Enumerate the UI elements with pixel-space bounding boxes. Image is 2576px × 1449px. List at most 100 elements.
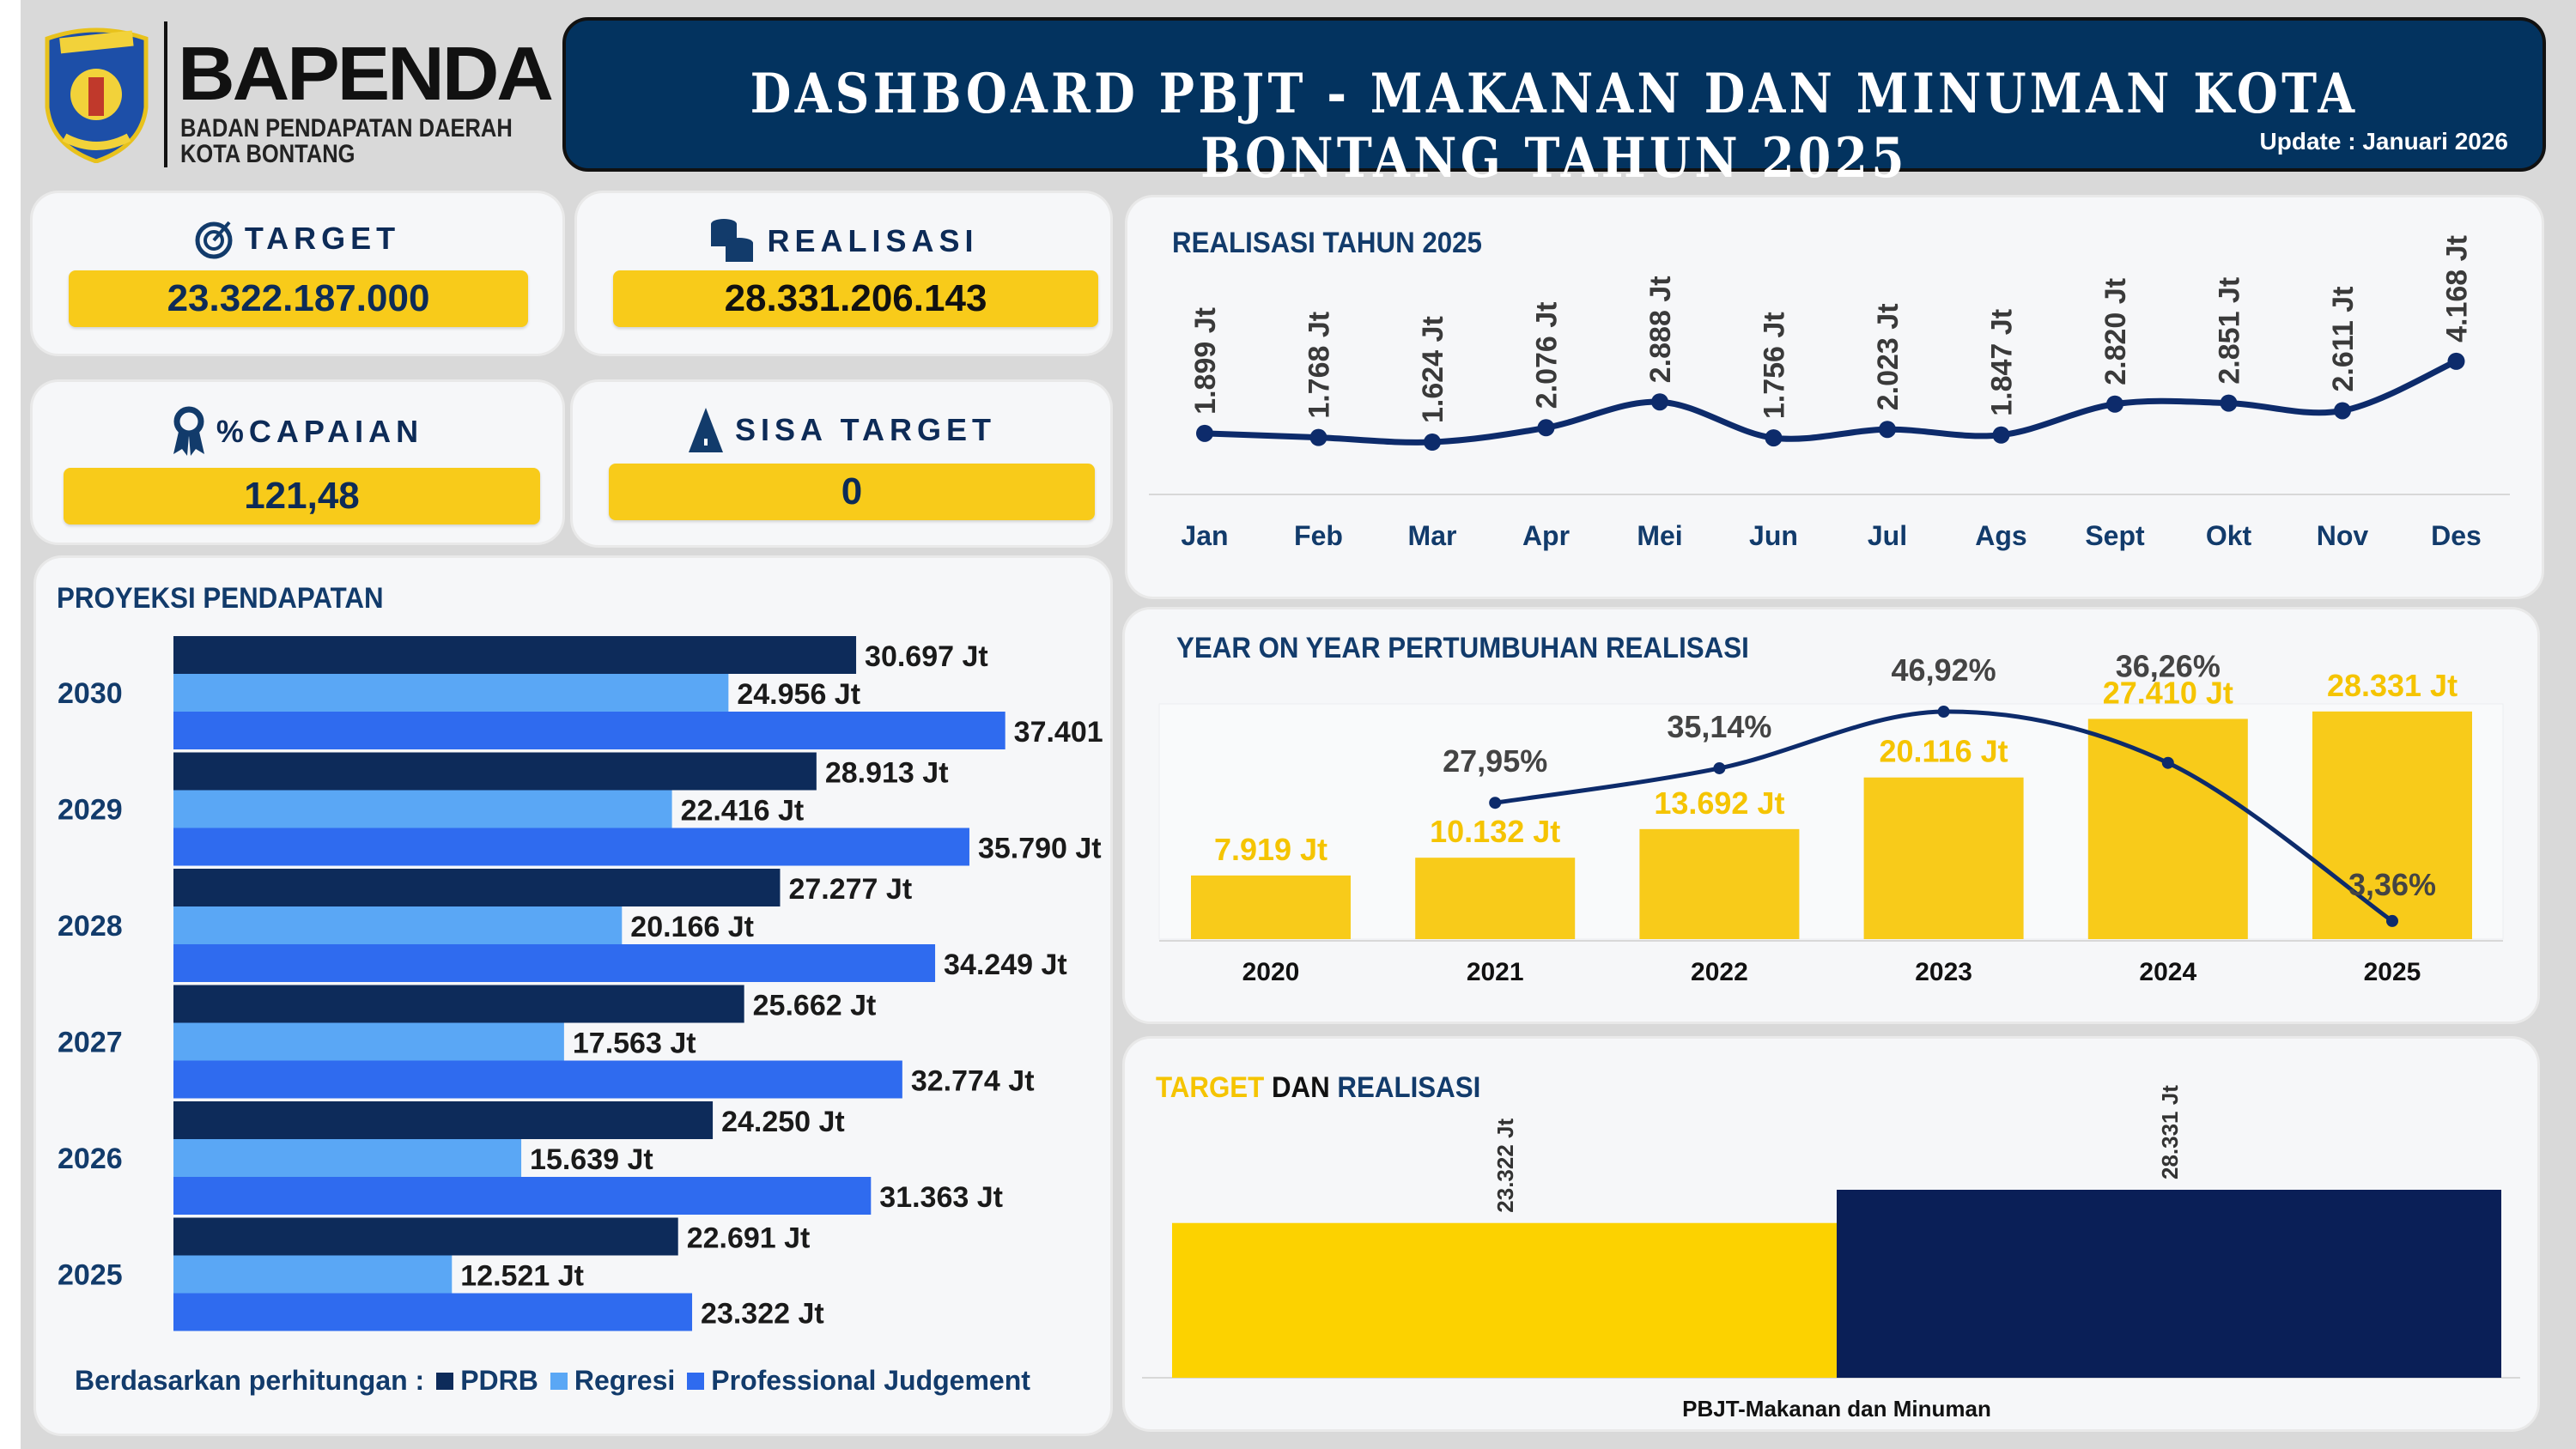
data-point <box>2334 402 2351 420</box>
data-label: 30.697 Jt <box>865 640 988 673</box>
data-label: 20.166 Jt <box>630 911 754 943</box>
kpi-label: %CAPAIAN <box>216 414 424 449</box>
proyeksi-pendapatan-panel: PROYEKSI PENDAPATAN 2030 30.697 Jt 24.956 … <box>36 558 1110 1434</box>
year-label: 2028 <box>58 910 123 943</box>
growth-label: 27,95% <box>1443 743 1547 779</box>
month-label: Jan <box>1181 520 1228 551</box>
data-point <box>2447 352 2465 370</box>
yoy-chart: 7.919 Jt 2020 10.132 Jt 2021 13.692 Jt 2022 20… <box>1158 649 2504 986</box>
coins-icon <box>711 219 754 262</box>
data-label: 23.322 Jt <box>701 1298 824 1331</box>
realisasi-tahun-panel: REALISASI TAHUN 2025 1.899 Jt Jan 1.768 Jt… <box>1127 197 2542 597</box>
growth-label: 46,92% <box>1892 652 1996 688</box>
growth-point <box>2386 914 2398 927</box>
update-date: Update : Januari 2026 <box>2259 128 2508 155</box>
realisasi-title: REALISASI TAHUN 2025 <box>1172 227 1482 259</box>
year-label: 2020 <box>1242 958 1300 986</box>
data-label: 2.888 Jt <box>1644 276 1677 383</box>
org-line2: KOTA BONTANG <box>180 140 355 168</box>
year-label: 2022 <box>1691 958 1748 986</box>
data-label: 31.363 Jt <box>879 1181 1003 1214</box>
bar-professional-judgement <box>173 1293 693 1331</box>
data-label: 17.563 Jt <box>573 1028 696 1060</box>
month-label: Ags <box>1975 520 2026 551</box>
month-label: Mar <box>1408 520 1457 551</box>
bar-label: 13.692 Jt <box>1654 785 1784 821</box>
bar-label: 28.331 Jt <box>2327 668 2458 703</box>
org-name: BAPENDA <box>178 31 554 116</box>
bar-pdrb <box>173 985 744 1023</box>
data-label: 2.611 Jt <box>2327 287 2360 392</box>
plot-area <box>1158 703 2504 940</box>
kpi-label: SISA TARGET <box>734 412 996 447</box>
year-label: 2029 <box>58 794 123 827</box>
data-label: 2.023 Jt <box>1872 303 1905 410</box>
bar-label: 20.116 Jt <box>1880 734 2008 769</box>
award-ribbon-icon <box>173 406 204 456</box>
logo-divider <box>164 21 167 167</box>
data-label: 1.624 Jt <box>1417 316 1449 423</box>
year-label: 2026 <box>58 1143 123 1175</box>
month-label: Okt <box>2206 520 2252 551</box>
data-label: 15.639 Jt <box>530 1143 653 1176</box>
target-realisasi-chart: 23.322 Jt 28.331 Jt PBJT-Makanan dan Minum… <box>1142 1085 2520 1422</box>
data-label: 1.768 Jt <box>1303 312 1336 419</box>
kpi-value: 121,48 <box>64 468 540 524</box>
data-label: 35.790 Jt <box>978 833 1102 865</box>
month-label: Nov <box>2317 520 2369 551</box>
target-realisasi-title: TARGET DAN REALISASI <box>1156 1071 1481 1104</box>
data-point <box>1309 428 1327 446</box>
data-label: 4.168 Jt <box>2441 235 2474 343</box>
data-label: 28.913 Jt <box>825 757 949 790</box>
year-label: 2030 <box>58 677 123 710</box>
year-label: 2023 <box>1915 958 1972 986</box>
year-label: 2025 <box>58 1259 123 1292</box>
data-label: 2.076 Jt <box>1531 302 1564 409</box>
bar <box>1639 828 1800 939</box>
data-point <box>1537 419 1555 437</box>
bar-pdrb <box>173 1101 714 1139</box>
data-label: 34.249 Jt <box>944 949 1067 981</box>
series-line <box>1204 358 2458 446</box>
bar <box>1863 777 2024 939</box>
year-label: 2021 <box>1467 958 1524 986</box>
bar-professional-judgement <box>173 1177 872 1215</box>
yoy-panel: YEAR ON YEAR PERTUMBUHAN REALISASI 7.919… <box>1125 609 2537 1022</box>
data-point <box>2220 394 2238 412</box>
bar-pdrb <box>173 869 781 906</box>
data-label: 2.820 Jt <box>2099 278 2132 385</box>
data-label: 24.250 Jt <box>721 1106 845 1138</box>
category-label: PBJT-Makanan dan Minuman <box>1682 1396 1991 1422</box>
year-label: 2025 <box>2364 958 2421 986</box>
legend-item-regresi: Regresi <box>550 1365 675 1397</box>
bapenda-logo: BAPENDA BADAN PENDAPATAN DAERAH KOTA BON… <box>39 21 554 172</box>
legend-item-professional-judgement: Professional Judgement <box>687 1365 1030 1397</box>
bar-professional-judgement <box>173 944 936 982</box>
data-label: 22.416 Jt <box>681 795 805 828</box>
data-label: 1.899 Jt <box>1189 307 1222 415</box>
bar <box>2312 711 2472 939</box>
growth-label: 36,26% <box>2116 649 2221 684</box>
kpi-value: 23.322.187.000 <box>69 270 528 327</box>
growth-label: 3,36% <box>2348 867 2436 902</box>
kpi-card-sisa-target: SISA TARGET 0 <box>573 382 1110 545</box>
target-icon <box>195 221 233 259</box>
bar-label: 28.331 Jt <box>2157 1085 2183 1179</box>
month-label: Jun <box>1749 520 1798 551</box>
data-point <box>1651 393 1668 411</box>
year-label: 2024 <box>2139 958 2196 986</box>
kpi-label: TARGET <box>244 221 401 256</box>
month-label: Apr <box>1522 520 1570 551</box>
proyeksi-legend: Berdasarkan perhitungan : PDRB Regresi P… <box>75 1365 1030 1397</box>
data-label: 37.401 Jt <box>1014 716 1110 749</box>
data-point <box>1196 424 1213 442</box>
data-point <box>1879 421 1896 439</box>
title-banner: DASHBOARD PBJT - MAKANAN DAN MINUMAN KOT… <box>562 17 2546 191</box>
legend-item-pdrb: PDRB <box>436 1365 538 1397</box>
month-label: Des <box>2431 520 2482 551</box>
bar-pdrb <box>173 1217 678 1256</box>
data-point <box>1765 429 1783 447</box>
data-label: 12.521 Jt <box>460 1260 584 1293</box>
bar-label: 7.919 Jt <box>1214 832 1327 867</box>
